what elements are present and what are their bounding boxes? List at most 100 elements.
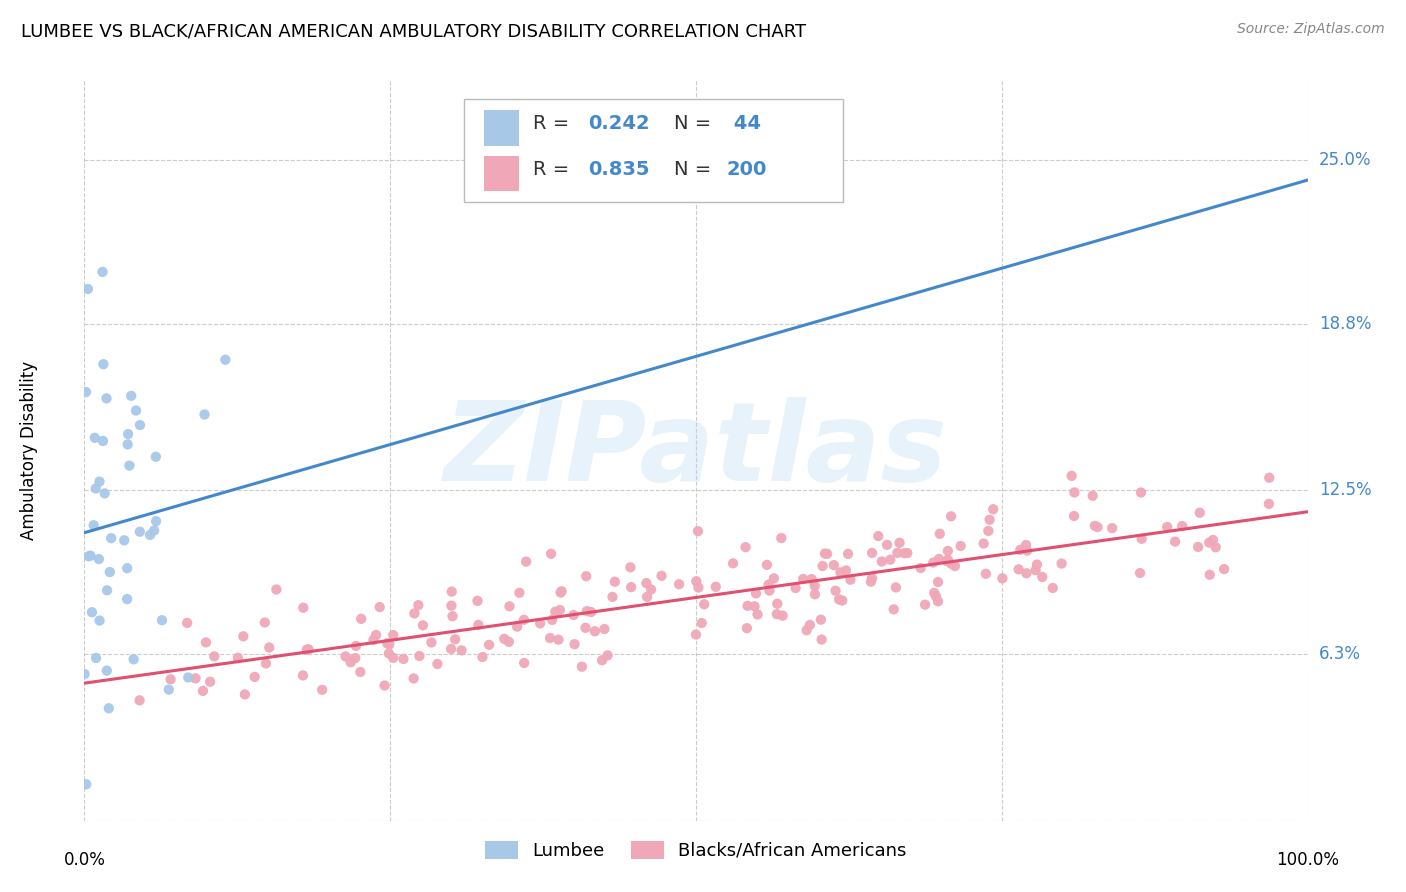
Point — [1015, 538, 1038, 552]
Point — [1087, 520, 1109, 534]
Text: 6.3%: 6.3% — [1319, 645, 1361, 663]
Point — [575, 569, 598, 583]
Point — [591, 653, 613, 667]
Point — [214, 352, 236, 367]
Point — [364, 628, 387, 642]
Point — [1130, 485, 1153, 500]
Point — [538, 631, 561, 645]
Point — [84, 482, 107, 496]
Text: R =: R = — [533, 161, 576, 179]
Point — [823, 558, 845, 573]
Point — [814, 547, 837, 561]
Point — [721, 557, 744, 571]
Point — [129, 418, 152, 433]
Point — [1213, 562, 1236, 576]
Text: R =: R = — [533, 114, 576, 133]
Point — [889, 535, 911, 549]
Point — [815, 547, 838, 561]
Point — [198, 674, 221, 689]
Point — [744, 599, 766, 614]
Point — [478, 638, 501, 652]
Point — [494, 632, 516, 646]
Point — [571, 659, 593, 673]
Text: 44: 44 — [727, 114, 761, 133]
Point — [640, 582, 662, 597]
Point — [184, 672, 207, 686]
Point — [118, 458, 141, 473]
Point — [80, 605, 103, 619]
Point — [686, 524, 709, 539]
Point — [1063, 485, 1085, 500]
Point — [257, 640, 280, 655]
Point — [811, 559, 834, 574]
Point — [91, 434, 114, 448]
Point — [943, 559, 966, 574]
Point — [75, 777, 97, 791]
Point — [139, 528, 162, 542]
Point — [835, 564, 858, 578]
Point — [98, 565, 121, 579]
Point — [513, 613, 536, 627]
Point — [688, 581, 710, 595]
Point — [860, 571, 883, 585]
Point — [498, 599, 520, 614]
Point — [89, 614, 111, 628]
Point — [84, 651, 107, 665]
Point — [311, 682, 333, 697]
Point — [97, 701, 120, 715]
Point — [837, 547, 859, 561]
Point — [467, 594, 489, 608]
Point — [939, 509, 962, 524]
Point — [350, 612, 373, 626]
Point — [73, 667, 96, 681]
Point — [810, 632, 832, 647]
Point — [828, 592, 851, 607]
Legend: Lumbee, Blacks/African Americans: Lumbee, Blacks/African Americans — [478, 833, 914, 867]
Point — [747, 607, 769, 622]
Point — [925, 589, 948, 603]
Point — [266, 582, 288, 597]
Point — [125, 403, 148, 417]
Point — [150, 613, 173, 627]
Point — [876, 538, 898, 552]
Text: N =: N = — [673, 114, 717, 133]
Point — [145, 450, 167, 464]
Point — [766, 597, 789, 611]
Point — [1025, 563, 1047, 577]
Point — [191, 684, 214, 698]
Point — [914, 598, 936, 612]
Point — [529, 616, 551, 631]
Point — [83, 518, 105, 533]
Text: N =: N = — [673, 161, 717, 179]
Point — [1258, 471, 1281, 485]
Point — [202, 649, 225, 664]
Point — [927, 574, 949, 589]
Point — [1063, 508, 1085, 523]
Point — [349, 665, 371, 679]
Point — [226, 650, 249, 665]
Text: 0.0%: 0.0% — [63, 851, 105, 869]
Point — [254, 657, 277, 671]
Point — [1198, 535, 1220, 549]
Text: ZIPatlas: ZIPatlas — [444, 397, 948, 504]
Point — [115, 561, 138, 575]
Point — [596, 648, 619, 663]
Point — [886, 546, 908, 560]
Point — [392, 652, 415, 666]
Point — [544, 605, 567, 619]
Point — [1130, 532, 1153, 546]
Point — [233, 687, 256, 701]
Point — [1171, 519, 1194, 533]
Point — [498, 635, 520, 649]
Point — [770, 531, 793, 545]
Point — [758, 583, 780, 598]
Point — [1050, 557, 1073, 571]
Point — [441, 609, 464, 624]
Point — [143, 524, 166, 538]
Point — [1042, 581, 1064, 595]
Point — [868, 529, 890, 543]
Point — [690, 615, 713, 630]
Point — [830, 566, 852, 580]
FancyBboxPatch shape — [484, 111, 519, 145]
Point — [636, 576, 658, 591]
